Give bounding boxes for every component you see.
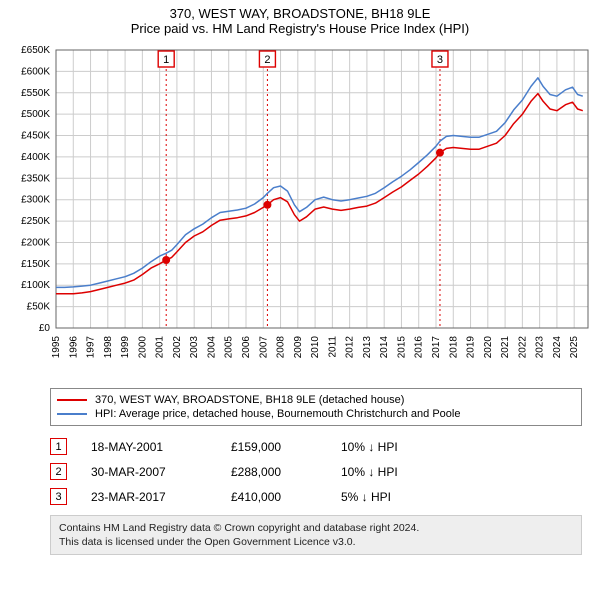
svg-text:2007: 2007 bbox=[258, 336, 269, 359]
marker-price: £159,000 bbox=[231, 440, 341, 454]
svg-text:£200K: £200K bbox=[21, 237, 50, 248]
svg-text:2008: 2008 bbox=[276, 336, 287, 359]
svg-text:2012: 2012 bbox=[345, 336, 356, 359]
svg-text:2002: 2002 bbox=[172, 336, 183, 359]
svg-text:£550K: £550K bbox=[21, 88, 50, 99]
svg-text:2023: 2023 bbox=[535, 336, 546, 359]
svg-text:2009: 2009 bbox=[293, 336, 304, 359]
svg-text:£100K: £100K bbox=[21, 280, 50, 291]
marker-row: 3 23-MAR-2017£410,0005% ↓ HPI bbox=[50, 484, 582, 509]
title-line1: 370, WEST WAY, BROADSTONE, BH18 9LE bbox=[6, 6, 594, 21]
marker-date: 30-MAR-2007 bbox=[91, 465, 231, 479]
chart: £0 £50K £100K £150K £200K £250K £300K £350K £400… bbox=[6, 42, 594, 382]
svg-text:2016: 2016 bbox=[414, 336, 425, 359]
svg-text:£50K: £50K bbox=[27, 302, 51, 313]
svg-text:2003: 2003 bbox=[189, 336, 200, 359]
legend-swatch bbox=[57, 413, 87, 415]
legend-item: 370, WEST WAY, BROADSTONE, BH18 9LE (det… bbox=[57, 393, 575, 407]
svg-text:2001: 2001 bbox=[155, 336, 166, 359]
svg-text:1995: 1995 bbox=[51, 336, 62, 359]
svg-text:2006: 2006 bbox=[241, 336, 252, 359]
svg-text:2020: 2020 bbox=[483, 336, 494, 359]
svg-text:1996: 1996 bbox=[68, 336, 79, 359]
chart-container: 370, WEST WAY, BROADSTONE, BH18 9LE Pric… bbox=[0, 0, 600, 561]
svg-text:2010: 2010 bbox=[310, 336, 321, 359]
svg-text:£500K: £500K bbox=[21, 109, 50, 120]
svg-text:2025: 2025 bbox=[569, 336, 580, 359]
title-block: 370, WEST WAY, BROADSTONE, BH18 9LE Pric… bbox=[6, 6, 594, 36]
svg-text:3: 3 bbox=[437, 54, 443, 66]
svg-text:£650K: £650K bbox=[21, 45, 50, 56]
marker-price: £288,000 bbox=[231, 465, 341, 479]
legend-label: HPI: Average price, detached house, Bour… bbox=[95, 408, 460, 420]
svg-text:2021: 2021 bbox=[500, 336, 511, 359]
legend: 370, WEST WAY, BROADSTONE, BH18 9LE (det… bbox=[50, 388, 582, 426]
svg-text:2018: 2018 bbox=[448, 336, 459, 359]
marker-chip: 2 bbox=[50, 463, 67, 480]
svg-text:1999: 1999 bbox=[120, 336, 131, 359]
svg-text:1997: 1997 bbox=[86, 336, 97, 359]
svg-text:2022: 2022 bbox=[517, 336, 528, 359]
legend-item: HPI: Average price, detached house, Bour… bbox=[57, 407, 575, 421]
title-line2: Price paid vs. HM Land Registry's House … bbox=[6, 21, 594, 36]
svg-text:2005: 2005 bbox=[224, 336, 235, 359]
marker-row: 1 18-MAY-2001£159,00010% ↓ HPI bbox=[50, 434, 582, 459]
svg-text:2000: 2000 bbox=[137, 336, 148, 359]
legend-swatch bbox=[57, 399, 87, 401]
marker-diff: 5% ↓ HPI bbox=[341, 490, 451, 504]
markers-table: 1 18-MAY-2001£159,00010% ↓ HPI 2 30-MAR-200… bbox=[50, 434, 582, 509]
svg-text:£600K: £600K bbox=[21, 66, 50, 77]
svg-text:1998: 1998 bbox=[103, 336, 114, 359]
svg-text:2011: 2011 bbox=[327, 336, 338, 358]
svg-text:1: 1 bbox=[163, 54, 169, 66]
svg-text:£150K: £150K bbox=[21, 259, 50, 270]
svg-text:£450K: £450K bbox=[21, 131, 50, 142]
marker-date: 23-MAR-2017 bbox=[91, 490, 231, 504]
footer-line2: This data is licensed under the Open Gov… bbox=[59, 535, 573, 549]
svg-text:£350K: £350K bbox=[21, 173, 50, 184]
marker-chip: 3 bbox=[50, 488, 67, 505]
marker-row: 2 30-MAR-2007£288,00010% ↓ HPI bbox=[50, 459, 582, 484]
svg-text:2015: 2015 bbox=[396, 336, 407, 359]
svg-text:£0: £0 bbox=[39, 323, 51, 334]
marker-price: £410,000 bbox=[231, 490, 341, 504]
legend-label: 370, WEST WAY, BROADSTONE, BH18 9LE (det… bbox=[95, 394, 404, 406]
svg-text:£300K: £300K bbox=[21, 195, 50, 206]
svg-text:2014: 2014 bbox=[379, 336, 390, 359]
marker-chip: 1 bbox=[50, 438, 67, 455]
svg-text:2019: 2019 bbox=[466, 336, 477, 359]
marker-diff: 10% ↓ HPI bbox=[341, 440, 451, 454]
svg-text:2017: 2017 bbox=[431, 336, 442, 359]
svg-text:£400K: £400K bbox=[21, 152, 50, 163]
svg-text:£250K: £250K bbox=[21, 216, 50, 227]
svg-text:2004: 2004 bbox=[206, 336, 217, 359]
svg-text:2024: 2024 bbox=[552, 336, 563, 359]
svg-text:2013: 2013 bbox=[362, 336, 373, 359]
svg-text:2: 2 bbox=[264, 54, 270, 66]
chart-svg: £0 £50K £100K £150K £200K £250K £300K £350K £400… bbox=[6, 42, 594, 382]
marker-diff: 10% ↓ HPI bbox=[341, 465, 451, 479]
footer: Contains HM Land Registry data © Crown c… bbox=[50, 515, 582, 555]
marker-date: 18-MAY-2001 bbox=[91, 440, 231, 454]
footer-line1: Contains HM Land Registry data © Crown c… bbox=[59, 521, 573, 535]
